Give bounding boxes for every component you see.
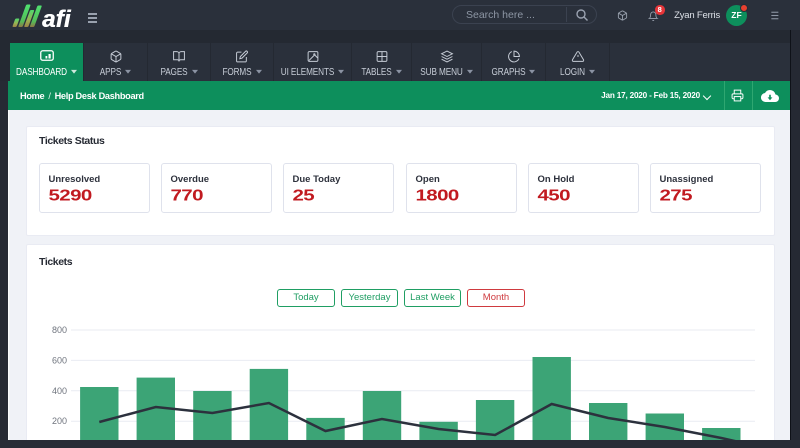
svg-text:600: 600 xyxy=(52,355,67,365)
svg-text:800: 800 xyxy=(52,325,67,335)
svg-text:200: 200 xyxy=(52,416,67,426)
svg-text:400: 400 xyxy=(52,386,67,396)
